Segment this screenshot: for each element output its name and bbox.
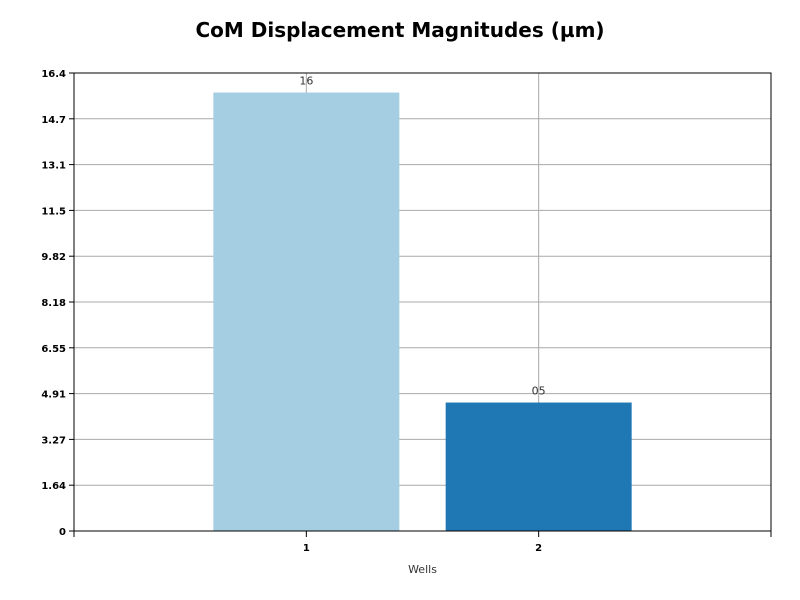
y-tick-label: 0 (59, 527, 66, 538)
y-tick-label: 13.1 (41, 161, 66, 172)
y-tick-label: 9.82 (41, 252, 66, 263)
y-tick-label: 1.64 (41, 481, 66, 492)
y-tick-label: 16.4 (41, 69, 66, 80)
y-tick-label: 6.55 (41, 344, 66, 355)
y-tick-label: 4.91 (41, 390, 66, 401)
x-tick-label: 1 (303, 543, 310, 554)
y-tick-label: 14.7 (41, 115, 66, 126)
data-label: 16 (299, 75, 313, 88)
bar-1[interactable] (213, 92, 400, 532)
y-tick-label: 11.5 (41, 206, 66, 217)
y-tick-label: 8.18 (41, 298, 66, 309)
y-tick-label: 3.27 (41, 435, 66, 446)
x-axis-label: Wells (408, 563, 437, 576)
bar-2[interactable] (445, 402, 632, 531)
data-label: 05 (532, 385, 546, 398)
x-tick-label: 2 (535, 543, 542, 554)
chart-title: CoM Displacement Magnitudes (µm) (195, 18, 605, 42)
plot-frame (73, 72, 772, 532)
